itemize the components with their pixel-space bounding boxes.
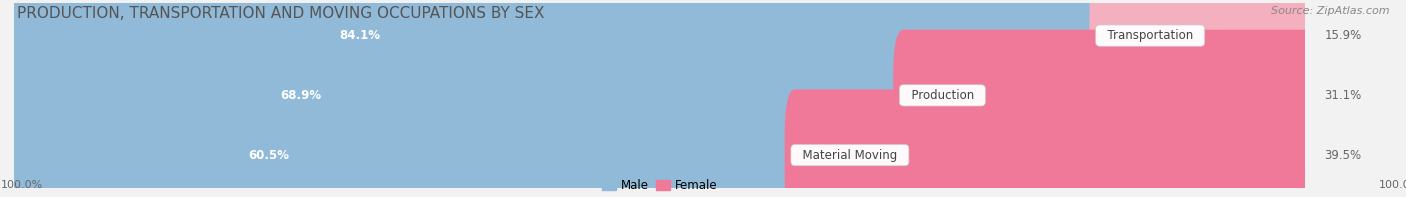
FancyBboxPatch shape — [1090, 0, 1316, 101]
Text: 15.9%: 15.9% — [1324, 29, 1362, 42]
FancyBboxPatch shape — [3, 0, 1111, 101]
Text: Source: ZipAtlas.com: Source: ZipAtlas.com — [1271, 6, 1389, 16]
Text: 100.0%: 100.0% — [1, 180, 44, 190]
FancyBboxPatch shape — [14, 71, 1305, 120]
FancyBboxPatch shape — [893, 30, 1316, 161]
Text: 84.1%: 84.1% — [339, 29, 381, 42]
FancyBboxPatch shape — [3, 89, 806, 197]
Text: Transportation: Transportation — [1099, 29, 1201, 42]
Text: 39.5%: 39.5% — [1324, 149, 1361, 162]
FancyBboxPatch shape — [7, 11, 1312, 61]
Text: 68.9%: 68.9% — [281, 89, 322, 102]
FancyBboxPatch shape — [14, 11, 1305, 60]
Text: 60.5%: 60.5% — [247, 149, 290, 162]
FancyBboxPatch shape — [7, 130, 1312, 180]
Text: Production: Production — [904, 89, 981, 102]
Text: PRODUCTION, TRANSPORTATION AND MOVING OCCUPATIONS BY SEX: PRODUCTION, TRANSPORTATION AND MOVING OC… — [17, 6, 544, 21]
FancyBboxPatch shape — [7, 70, 1312, 121]
Text: 31.1%: 31.1% — [1324, 89, 1362, 102]
FancyBboxPatch shape — [14, 70, 1305, 121]
FancyBboxPatch shape — [3, 30, 914, 161]
Legend: Male, Female: Male, Female — [598, 175, 721, 197]
Text: Material Moving: Material Moving — [794, 149, 905, 162]
Text: 100.0%: 100.0% — [1379, 180, 1406, 190]
FancyBboxPatch shape — [785, 89, 1316, 197]
FancyBboxPatch shape — [14, 131, 1305, 180]
FancyBboxPatch shape — [14, 11, 1305, 61]
FancyBboxPatch shape — [14, 130, 1305, 180]
